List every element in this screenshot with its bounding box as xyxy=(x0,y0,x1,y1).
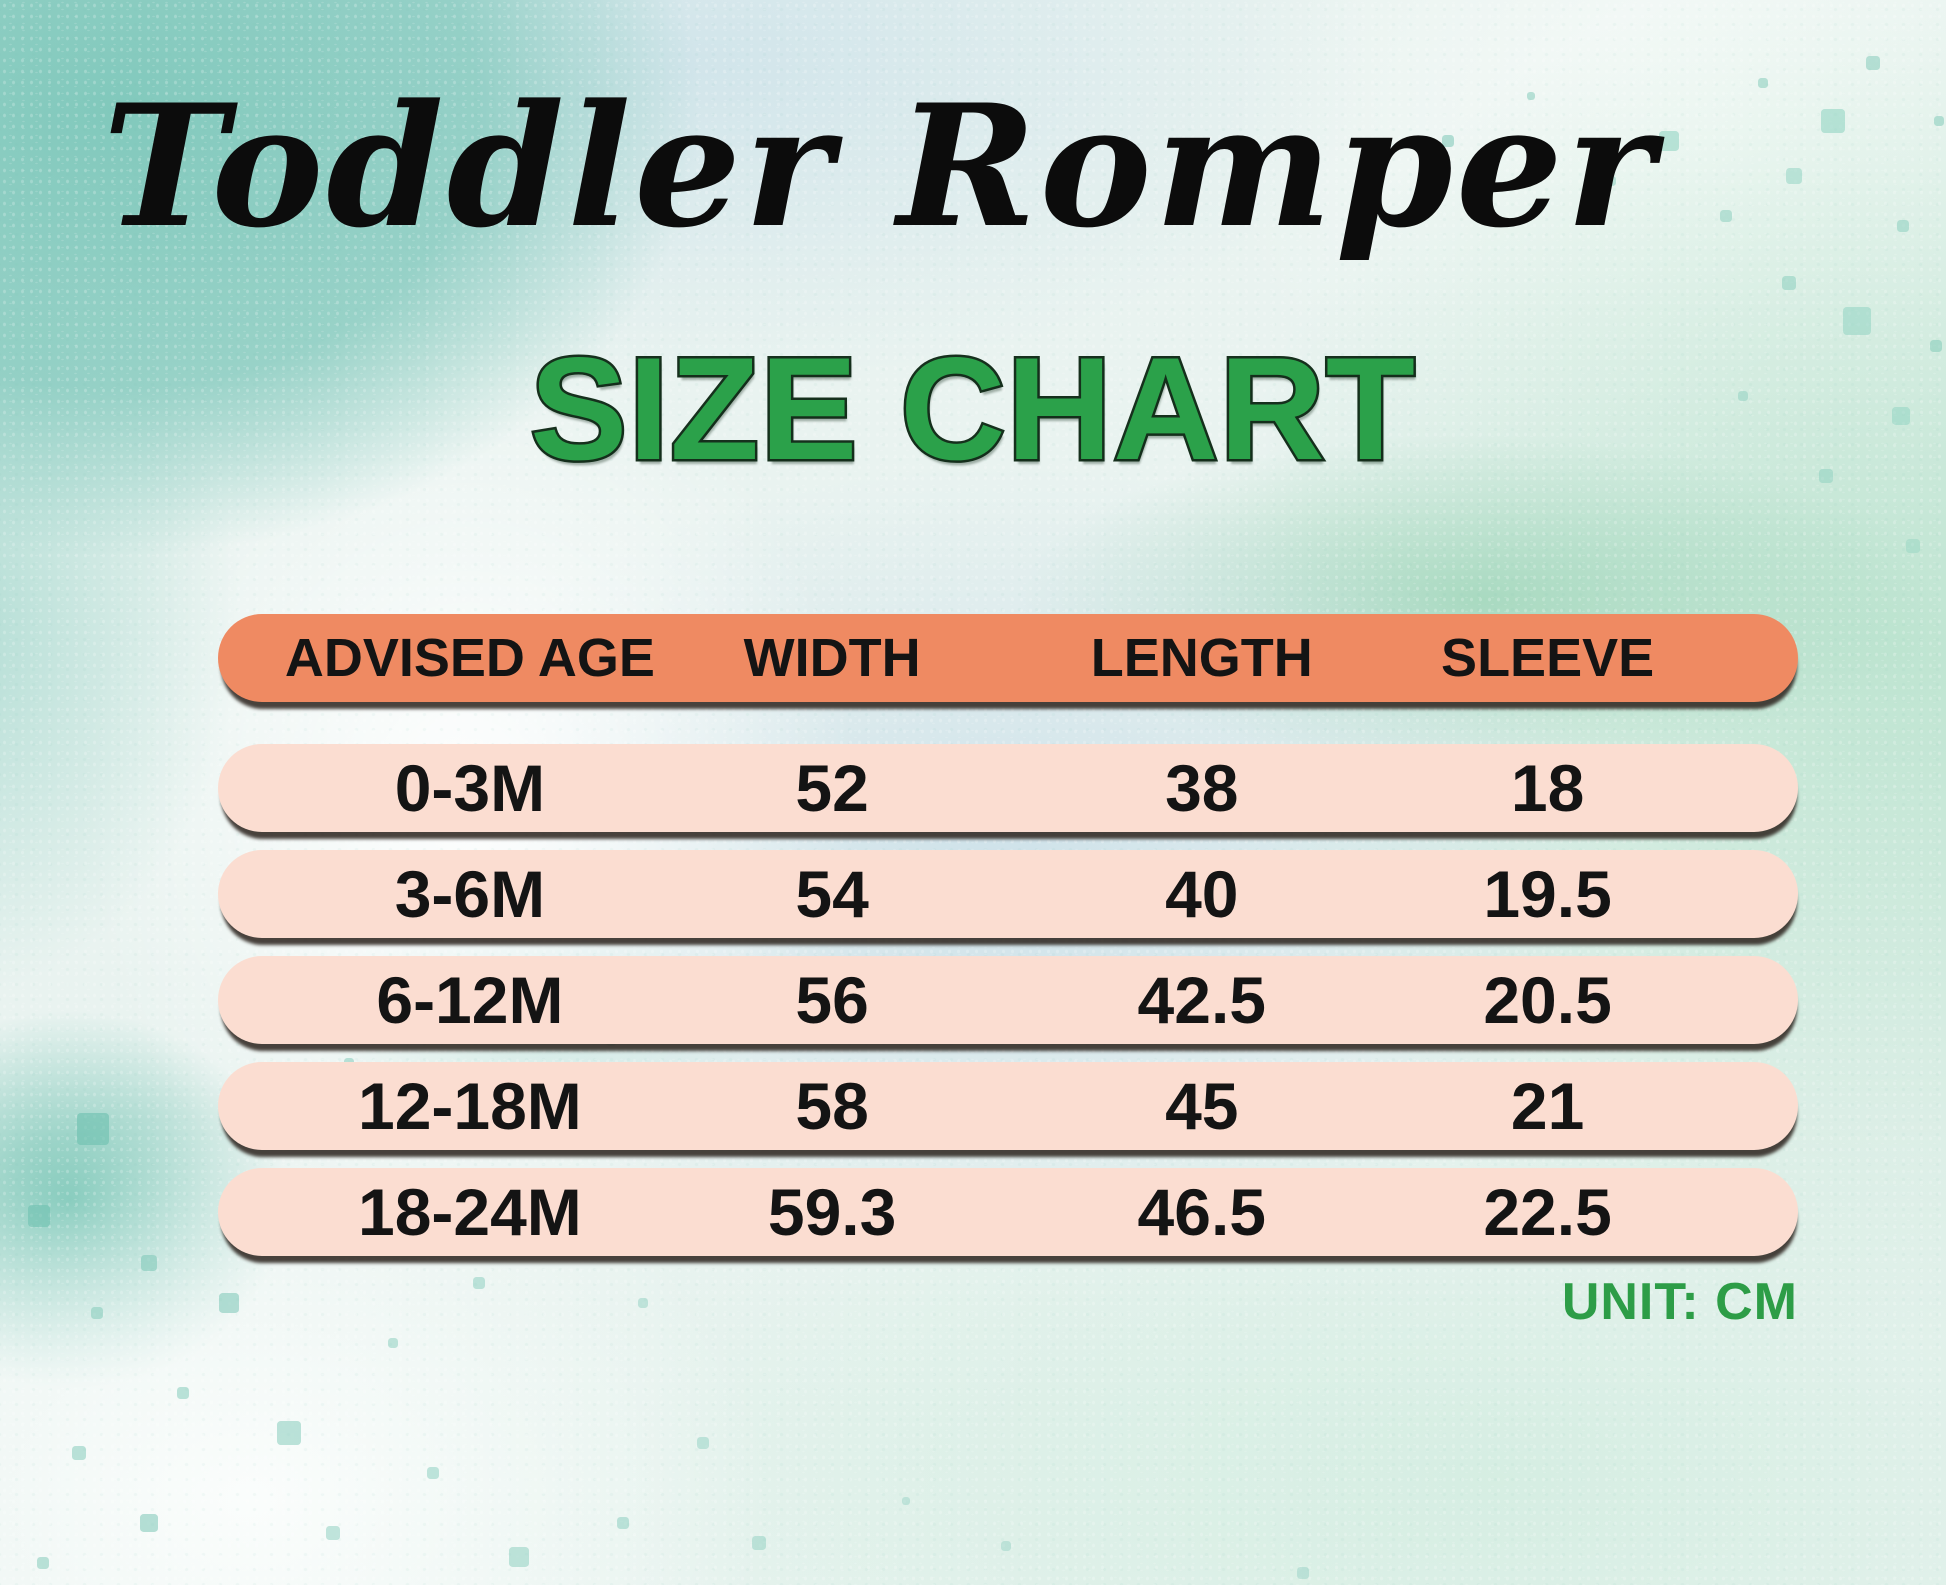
sleeve-cell: 18 xyxy=(1510,751,1585,825)
age-cell: 6-12M xyxy=(376,963,564,1037)
age-cell: 0-3M xyxy=(394,751,546,825)
age-cell: 3-6M xyxy=(394,857,546,931)
watercolor-speckle-dots xyxy=(0,0,2,2)
table-row: 0-3M 52 38 18 xyxy=(218,744,1798,832)
width-cell: 56 xyxy=(795,963,869,1037)
table-row: 6-12M 56 42.5 20.5 xyxy=(218,956,1798,1044)
column-header-length: LENGTH xyxy=(1090,628,1313,688)
sleeve-cell: 20.5 xyxy=(1483,963,1612,1037)
column-header-width: WIDTH xyxy=(743,628,921,688)
length-cell: 42.5 xyxy=(1137,963,1267,1037)
table-row: 18-24M 59.3 46.5 22.5 xyxy=(218,1168,1798,1256)
size-table: ADVISED AGE WIDTH LENGTH SLEEVE 0-3M 52 … xyxy=(218,614,1798,1256)
column-header-advised-age: ADVISED AGE xyxy=(284,628,655,688)
width-cell: 59.3 xyxy=(767,1175,897,1249)
sleeve-cell: 19.5 xyxy=(1483,857,1612,931)
poster-title: Toddler Romper xyxy=(102,67,1658,265)
age-cell: 18-24M xyxy=(358,1175,582,1249)
age-cell: 12-18M xyxy=(358,1069,582,1143)
length-cell: 46.5 xyxy=(1137,1175,1267,1249)
table-row: 3-6M 54 40 19.5 xyxy=(218,850,1798,938)
length-cell: 38 xyxy=(1165,751,1239,825)
table-header-row: ADVISED AGE WIDTH LENGTH SLEEVE xyxy=(218,614,1798,702)
poster-subtitle: SIZE CHART xyxy=(528,327,1418,490)
table-row: 12-18M 58 45 21 xyxy=(218,1062,1798,1150)
column-header-sleeve: SLEEVE xyxy=(1441,628,1655,688)
length-cell: 40 xyxy=(1165,857,1239,931)
width-cell: 54 xyxy=(795,857,869,931)
sleeve-cell: 22.5 xyxy=(1483,1175,1612,1249)
width-cell: 52 xyxy=(795,751,869,825)
unit-label: UNIT: CM xyxy=(1561,1273,1798,1331)
sleeve-cell: 21 xyxy=(1510,1069,1585,1143)
width-cell: 58 xyxy=(795,1069,869,1143)
length-cell: 45 xyxy=(1165,1069,1239,1143)
